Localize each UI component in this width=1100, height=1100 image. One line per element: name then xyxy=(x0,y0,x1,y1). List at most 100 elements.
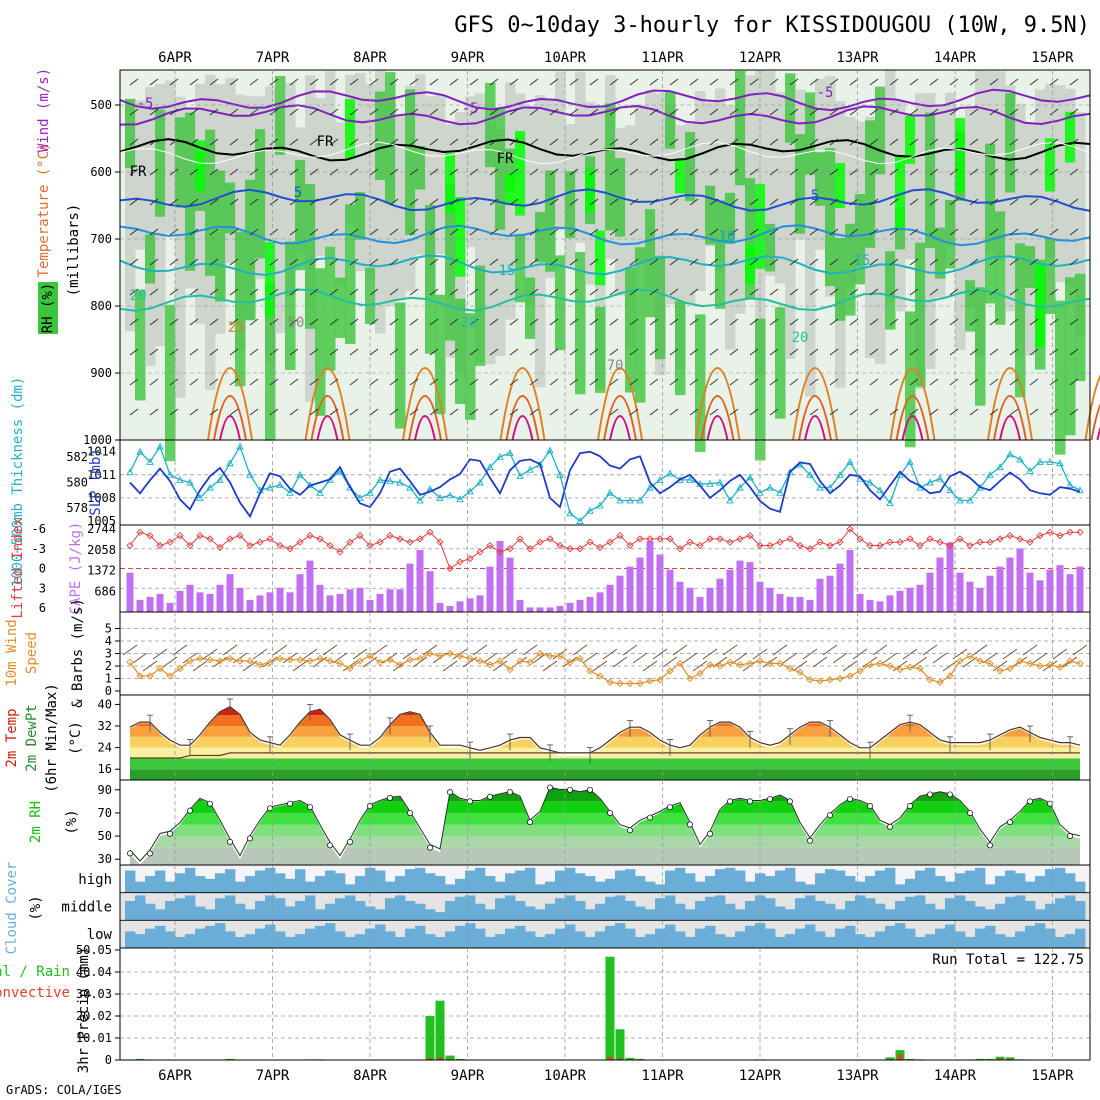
wind-barb xyxy=(809,228,819,236)
lifted-index-line-point xyxy=(586,538,594,546)
lifted-index-line-point xyxy=(776,538,784,546)
wind-barb xyxy=(529,258,539,266)
wind-speed-line-point xyxy=(186,657,194,665)
cape-bar xyxy=(286,592,294,612)
wind-barb xyxy=(709,318,719,326)
wind-barb xyxy=(609,78,619,86)
wind-barb xyxy=(369,138,379,146)
cape-bar xyxy=(776,593,784,612)
wind-barb xyxy=(849,168,859,176)
cape-bar xyxy=(646,540,654,612)
wind-tick-label: 1 xyxy=(105,672,112,686)
wind-barb xyxy=(169,138,179,146)
wind-barb xyxy=(409,408,419,416)
rh-shade xyxy=(835,237,846,321)
thickness-line-point xyxy=(666,469,674,477)
lifted-index-line-point xyxy=(876,541,884,550)
thickness-line-point xyxy=(436,493,444,501)
wind-barb xyxy=(349,258,359,266)
rh-shade xyxy=(905,311,916,448)
cloud-high-bar xyxy=(765,876,776,893)
wind-barb xyxy=(1022,644,1038,656)
wind-barb xyxy=(309,288,319,296)
wind-barb xyxy=(849,198,859,206)
wind-barb xyxy=(749,228,759,236)
cloud-middle-bar xyxy=(155,909,166,921)
wind-barb xyxy=(829,78,839,86)
temp-band xyxy=(130,769,1080,780)
cloud-low-bar xyxy=(195,928,206,948)
wind-barb xyxy=(329,138,339,146)
rh-shade xyxy=(695,91,706,292)
thickness-line-point xyxy=(756,488,764,496)
cape-bar xyxy=(966,581,974,612)
wind-barb xyxy=(349,408,359,416)
rh-shade xyxy=(655,93,666,376)
wind-barb xyxy=(982,652,998,664)
wind-axis-label-3: & Barbs (m/s) xyxy=(70,598,86,708)
temp-axis-label-1: 2m Temp xyxy=(4,708,20,767)
wind-barb xyxy=(992,660,1008,672)
wind-barb xyxy=(289,288,299,296)
thickness-line-point xyxy=(1076,486,1084,494)
cloud-middle-bar xyxy=(925,903,936,921)
wind-barb xyxy=(442,660,458,672)
precip-total-bar xyxy=(435,1000,445,1060)
wind-speed-line-point xyxy=(906,663,914,671)
wind-barb xyxy=(1069,228,1079,236)
rh-shade xyxy=(535,212,546,263)
isotherm-line xyxy=(119,188,1091,212)
wind-barb xyxy=(669,348,679,356)
cloud-high-bar xyxy=(775,870,786,893)
lifted-index-line-point xyxy=(136,528,144,536)
thickness-line-point xyxy=(606,488,614,496)
wind-speed-line-point xyxy=(846,672,854,680)
lifted-index-line-point xyxy=(676,545,684,553)
cloud-high-bar xyxy=(895,884,906,893)
wind-barb xyxy=(169,168,179,176)
lifted-index-line-point xyxy=(616,531,624,540)
wind-barb xyxy=(249,138,259,146)
cape-bar xyxy=(156,593,164,612)
wind-barb xyxy=(629,348,639,356)
wind-speed-line-point xyxy=(156,664,164,673)
wind-barb xyxy=(1009,108,1019,116)
wind-speed-line-point xyxy=(886,662,894,670)
wind-barb xyxy=(269,108,279,116)
wind-barb xyxy=(509,258,519,266)
wind-speed-line-point xyxy=(446,649,454,658)
cape-bar xyxy=(536,607,544,612)
wind-barb xyxy=(329,288,339,296)
upper-tick-label: 700 xyxy=(90,232,112,246)
wind-barb xyxy=(689,318,699,326)
rh-point xyxy=(307,804,313,811)
cloud-low-bar xyxy=(695,928,706,948)
wind-barb xyxy=(969,258,979,266)
wind-barb xyxy=(869,168,879,176)
wind-barb xyxy=(609,198,619,206)
wind-barb xyxy=(869,408,879,416)
wind-barb xyxy=(149,288,159,296)
wind-speed-line-point xyxy=(326,657,334,665)
lifted-index-line-point xyxy=(346,538,354,546)
wind-barb xyxy=(632,652,648,664)
rh-shade xyxy=(145,234,156,284)
wind-barb xyxy=(769,378,779,386)
upper-tick-label: 500 xyxy=(90,98,112,112)
wind-barb xyxy=(289,408,299,416)
cape-bar xyxy=(576,599,584,612)
rh-shade xyxy=(685,131,696,202)
wind-barb xyxy=(149,78,159,86)
wind-barb xyxy=(149,228,159,236)
wind-barb xyxy=(669,378,679,386)
wind-speed-line-point xyxy=(426,649,434,658)
wind-barb xyxy=(989,318,999,326)
cape-bar xyxy=(956,572,964,612)
warm-contour xyxy=(499,367,546,441)
rh-point xyxy=(127,850,133,857)
thickness-line-point xyxy=(416,496,424,504)
rh-shade xyxy=(525,277,536,339)
cloud-middle-bar xyxy=(485,909,496,921)
cloud-middle-bar xyxy=(845,900,856,921)
